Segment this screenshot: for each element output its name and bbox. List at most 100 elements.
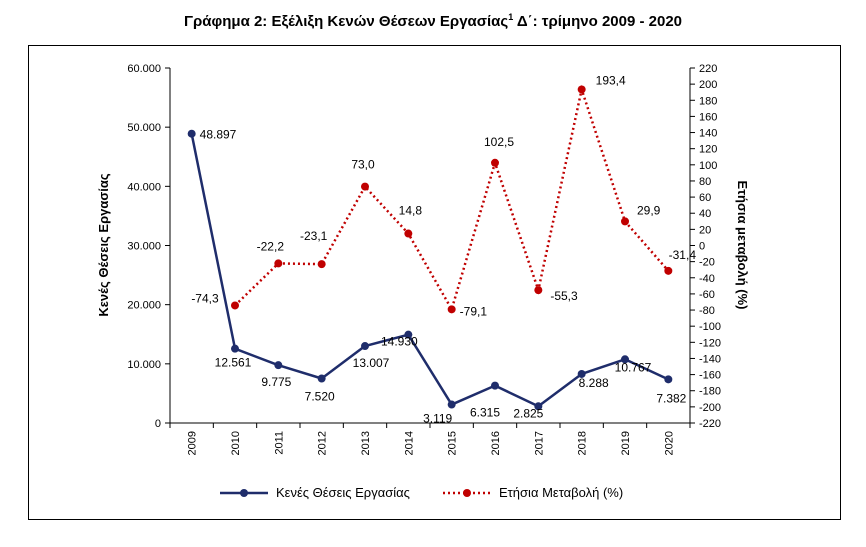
y-right-tick-label: -40: [699, 273, 715, 285]
annual-change-data-label: -55,3: [550, 289, 578, 303]
y-left-tick-label: 60.000: [127, 63, 161, 75]
annual-change-point: [621, 217, 629, 226]
annual-change-series: [231, 84, 673, 314]
legend-label-vacancies: Κενές Θέσεις Εργασίας: [276, 485, 410, 500]
vacancies-point: [534, 402, 543, 411]
vacancies-point: [317, 374, 326, 383]
y-right-tick-label: -160: [699, 370, 721, 382]
y-left-tick-label: 10.000: [127, 359, 161, 371]
vacancies-data-label: 8.288: [579, 376, 609, 390]
y-right-tick-label: 220: [699, 63, 717, 75]
annual-change-point: [664, 266, 673, 275]
vacancies-data-label: 10.767: [615, 360, 652, 374]
y-right-tick-label: 100: [699, 160, 717, 172]
vacancies-data-label: 48.897: [200, 128, 237, 142]
vacancies-data-label: 7.382: [656, 391, 686, 405]
y-right-tick-label: 200: [699, 79, 717, 91]
annual-change-data-label: -79,1: [460, 304, 488, 318]
x-tick-label: 2018: [577, 431, 589, 455]
y-right-tick-label: 80: [699, 176, 711, 188]
y-right-tick-label: -80: [699, 305, 715, 317]
y-axis-left-title: Κενές Θέσεις Εργασίας: [96, 173, 111, 316]
y-right-tick-label: 40: [699, 208, 711, 220]
vacancies-data-label: 6.315: [470, 406, 500, 420]
y-left-tick-label: 0: [155, 418, 161, 430]
x-tick-label: 2011: [273, 431, 285, 455]
y-left-tick-label: 40.000: [127, 181, 161, 193]
y-right-tick-label: -180: [699, 386, 721, 398]
annual-change-point: [231, 301, 239, 310]
vacancies-point: [664, 375, 673, 384]
y-right-tick-label: 60: [699, 192, 711, 204]
vacancies-point: [361, 342, 369, 351]
vacancies-data-label: 9.775: [261, 375, 291, 389]
annual-change-data-label: 102,5: [484, 135, 514, 149]
y-right-tick-label: -120: [699, 337, 721, 349]
vacancies-data-label: 3.119: [423, 412, 452, 426]
legend-marker-annual-change: [463, 489, 471, 497]
annual-change-data-label: 14,8: [399, 204, 423, 218]
vacancies-point: [187, 129, 196, 138]
annual-change-point: [274, 259, 283, 268]
y-right-tick-label: 180: [699, 95, 717, 107]
annual-change-data-label: -74,3: [191, 291, 219, 305]
y-right-tick-label: 140: [699, 128, 717, 140]
y-right-tick-label: -60: [699, 289, 715, 301]
x-tick-label: 2013: [360, 431, 372, 455]
x-tick-label: 2015: [447, 431, 459, 455]
y-right-tick-label: 160: [699, 111, 717, 123]
legend-label-annual-change: Ετήσια Μεταβολή (%): [499, 485, 623, 500]
data-labels: 48.897 12.561 9.775 7.520 13.007 14.930 3.119 6…: [191, 73, 696, 425]
x-tick-label: 2016: [490, 431, 502, 455]
x-tick-label: 2014: [403, 431, 415, 455]
x-tick-label: 2012: [317, 431, 329, 455]
y-right-tick-label: -140: [699, 353, 721, 365]
y-axis-right-title: Ετήσια μεταβολή (%): [735, 181, 750, 310]
x-tick-label: 2017: [533, 431, 545, 455]
annual-change-point: [534, 286, 543, 295]
y-right-tick-label: 20: [699, 224, 711, 236]
legend-marker-vacancies: [240, 489, 248, 497]
annual-change-data-label: -22,2: [257, 239, 285, 253]
x-tick-label: 2010: [230, 431, 242, 455]
chart-frame: [28, 45, 841, 520]
x-tick-label: 2009: [187, 431, 199, 455]
chart-title-suffix: Δ΄: τρίμηνο 2009 - 2020: [513, 13, 683, 30]
vacancies-data-label: 12.561: [215, 356, 252, 370]
y-right-tick-label: -220: [699, 418, 721, 430]
vacancies-data-label: 7.520: [305, 390, 335, 404]
chart-title-main: Γράφημα 2: Εξέλιξη Κενών Θέσεων Εργασίας: [183, 13, 509, 30]
y-left-tick-label: 50.000: [127, 122, 161, 134]
x-tick-label: 2019: [620, 431, 632, 455]
annual-change-point: [577, 85, 586, 94]
annual-change-point: [361, 182, 369, 191]
vacancies-point: [491, 381, 499, 390]
annual-change-point: [491, 158, 499, 167]
x-tick-label: 2020: [663, 431, 675, 455]
vacancies-data-label: 14.930: [381, 335, 418, 349]
y-left-tick-label: 30.000: [127, 241, 161, 253]
annual-change-data-label: -23,1: [300, 229, 328, 243]
y-right-tick-label: -200: [699, 402, 721, 414]
annual-change-data-label: -31,4: [669, 248, 697, 262]
annual-change-data-label: 193,4: [596, 73, 626, 87]
chart-ticks: 0 10.000 20.000 30.000 40.000 50.000 60.000 -22…: [127, 63, 721, 455]
vacancies-point: [577, 369, 586, 378]
vacancies-data-label: 2.825: [513, 406, 543, 420]
y-right-tick-label: -100: [699, 321, 721, 333]
chart-title: Γράφημα 2: Εξέλιξη Κενών Θέσεων Εργασίας…: [0, 12, 866, 30]
vacancies-point: [447, 400, 456, 409]
annual-change-line: [234, 84, 670, 313]
annual-change-point: [447, 305, 456, 314]
y-right-tick-label: 120: [699, 144, 717, 156]
chart-title-superscript: 1: [508, 12, 514, 22]
annual-change-point: [317, 260, 326, 269]
vacancies-data-label: 13.007: [353, 356, 390, 370]
vacancies-point: [404, 330, 413, 339]
vacancies-line: [190, 133, 669, 408]
annual-change-data-label: 73,0: [351, 158, 375, 172]
vacancies-series: [187, 129, 673, 411]
annual-change-data-label: 29,9: [637, 203, 661, 217]
y-right-tick-label: 0: [699, 241, 705, 253]
